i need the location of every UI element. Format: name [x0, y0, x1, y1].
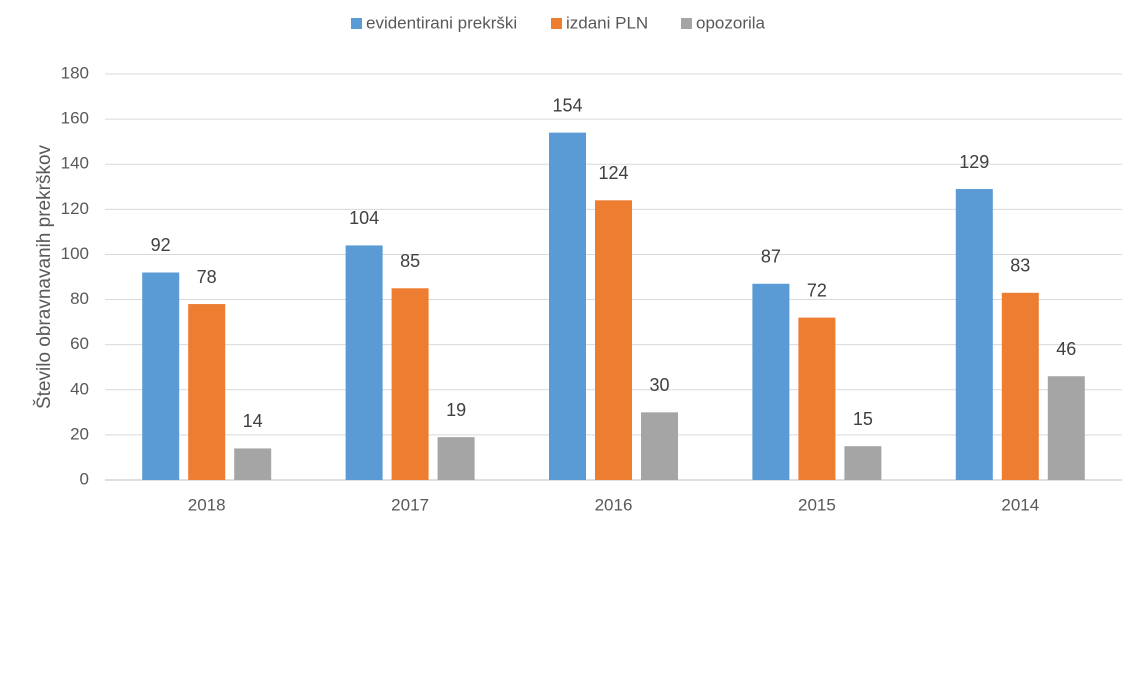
data-label: 72	[807, 280, 827, 300]
data-label: 14	[243, 411, 263, 431]
bar	[595, 200, 632, 481]
bar	[798, 317, 836, 480]
y-tick-label: 20	[70, 424, 89, 443]
y-axis-label: Število obravnavanih prekrškov	[33, 144, 55, 409]
bar	[142, 272, 180, 480]
data-label: 30	[649, 375, 669, 395]
bar	[188, 304, 226, 480]
x-tick-label: 2015	[798, 495, 836, 514]
data-label: 129	[959, 152, 989, 172]
bar	[1047, 376, 1085, 480]
y-tick-label: 180	[61, 63, 89, 82]
legend-label: evidentirani prekrški	[366, 13, 517, 32]
y-tick-label: 40	[70, 379, 89, 398]
data-label: 46	[1056, 339, 1076, 359]
data-label: 19	[446, 400, 466, 420]
data-label: 83	[1010, 256, 1030, 276]
data-label: 124	[598, 163, 628, 183]
y-tick-label: 100	[61, 244, 89, 263]
y-tick-label: 0	[80, 469, 89, 488]
legend-label: opozorila	[696, 13, 766, 32]
y-tick-label: 120	[61, 199, 89, 218]
bar	[752, 283, 790, 480]
y-tick-label: 160	[61, 109, 89, 128]
bar	[234, 448, 272, 480]
data-label: 78	[197, 267, 217, 287]
data-label: 15	[853, 409, 873, 429]
data-label: 85	[400, 251, 420, 271]
bar	[955, 189, 993, 481]
legend-swatch	[351, 18, 362, 29]
y-tick-label: 140	[61, 154, 89, 173]
bar	[391, 288, 429, 480]
x-tick-label: 2014	[1001, 495, 1039, 514]
bar	[549, 132, 586, 480]
data-label: 92	[151, 235, 171, 255]
x-tick-label: 2016	[595, 495, 633, 514]
bar	[345, 245, 383, 480]
legend-swatch	[681, 18, 692, 29]
bar	[641, 412, 678, 480]
x-tick-label: 2018	[188, 495, 226, 514]
y-tick-label: 80	[70, 289, 89, 308]
data-label: 87	[761, 247, 781, 267]
bar	[1001, 292, 1039, 480]
data-label: 154	[552, 95, 582, 115]
bar	[844, 446, 882, 480]
legend-label: izdani PLN	[566, 13, 648, 32]
x-tick-label: 2017	[391, 495, 429, 514]
y-tick-label: 60	[70, 334, 89, 353]
data-label: 104	[349, 208, 379, 228]
bar	[437, 437, 475, 480]
legend-swatch	[551, 18, 562, 29]
